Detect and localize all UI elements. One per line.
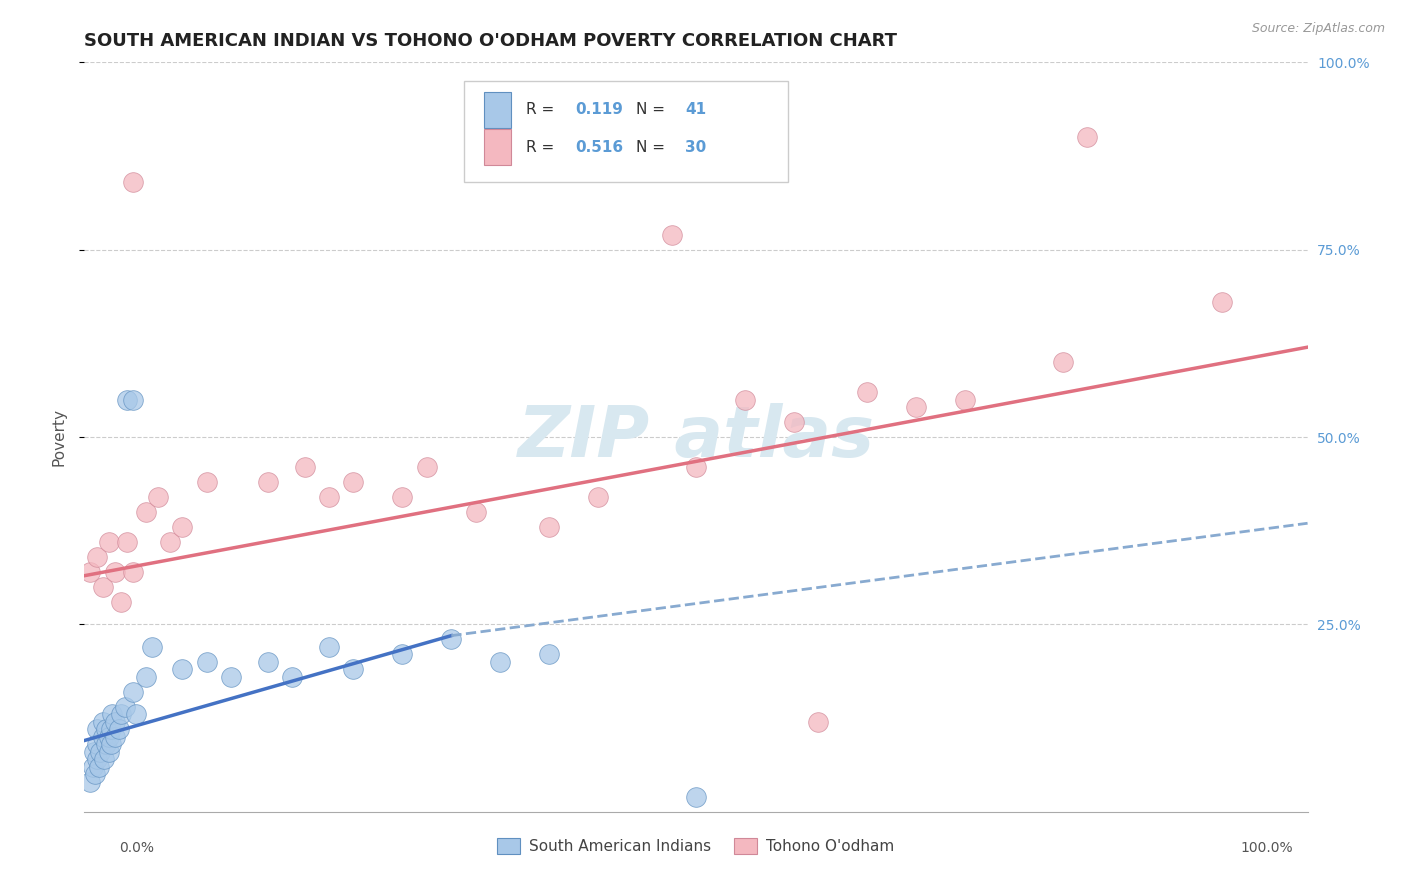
Point — [115, 392, 138, 407]
Point — [115, 535, 138, 549]
Point — [110, 707, 132, 722]
Text: SOUTH AMERICAN INDIAN VS TOHONO O'ODHAM POVERTY CORRELATION CHART: SOUTH AMERICAN INDIAN VS TOHONO O'ODHAM … — [84, 32, 897, 50]
Point — [107, 723, 129, 737]
Point — [79, 565, 101, 579]
Point — [318, 640, 340, 654]
Point — [101, 707, 124, 722]
Point — [110, 595, 132, 609]
Text: 0.0%: 0.0% — [120, 841, 155, 855]
Point — [135, 670, 157, 684]
Point — [97, 745, 120, 759]
Point — [257, 475, 280, 489]
Point — [83, 745, 105, 759]
Point — [86, 723, 108, 737]
Point — [783, 415, 806, 429]
Text: R =: R = — [526, 103, 560, 117]
Point — [734, 392, 756, 407]
Point — [122, 392, 145, 407]
FancyBboxPatch shape — [484, 92, 512, 128]
Point — [114, 699, 136, 714]
Point — [159, 535, 181, 549]
Point — [342, 662, 364, 676]
Point — [87, 760, 110, 774]
Text: 41: 41 — [685, 103, 706, 117]
Point — [489, 655, 512, 669]
Point — [79, 774, 101, 789]
Point — [96, 723, 118, 737]
Point — [172, 520, 194, 534]
Point — [141, 640, 163, 654]
Legend: South American Indians, Tohono O'odham: South American Indians, Tohono O'odham — [491, 832, 901, 860]
Point — [257, 655, 280, 669]
Point — [195, 655, 218, 669]
Point — [86, 752, 108, 766]
Point — [416, 460, 439, 475]
Point — [807, 714, 830, 729]
Point — [86, 549, 108, 564]
Point — [135, 505, 157, 519]
Point — [440, 632, 463, 647]
Point — [86, 737, 108, 751]
Point — [1076, 130, 1098, 145]
Point — [391, 490, 413, 504]
Point — [100, 723, 122, 737]
Point — [1211, 295, 1233, 310]
Point — [96, 737, 118, 751]
Text: N =: N = — [636, 140, 669, 154]
Point — [318, 490, 340, 504]
Point — [294, 460, 316, 475]
Point — [97, 730, 120, 744]
Point — [281, 670, 304, 684]
Point — [91, 580, 114, 594]
Point — [82, 760, 104, 774]
Point — [89, 745, 111, 759]
Point — [91, 730, 114, 744]
Point — [661, 227, 683, 242]
Point — [905, 400, 928, 414]
Text: 30: 30 — [685, 140, 706, 154]
Point — [104, 730, 127, 744]
FancyBboxPatch shape — [484, 129, 512, 165]
Point — [91, 714, 114, 729]
Point — [538, 648, 561, 662]
Point — [122, 565, 145, 579]
Point — [391, 648, 413, 662]
Point — [685, 789, 707, 804]
Point — [104, 565, 127, 579]
Point — [125, 707, 148, 722]
Point — [146, 490, 169, 504]
Point — [685, 460, 707, 475]
Point — [172, 662, 194, 676]
Point — [464, 505, 486, 519]
Point — [538, 520, 561, 534]
Point — [122, 175, 145, 189]
Y-axis label: Poverty: Poverty — [51, 408, 66, 467]
FancyBboxPatch shape — [464, 81, 787, 182]
Point — [97, 535, 120, 549]
Text: Source: ZipAtlas.com: Source: ZipAtlas.com — [1251, 22, 1385, 36]
Text: 0.516: 0.516 — [575, 140, 623, 154]
Text: N =: N = — [636, 103, 669, 117]
Point — [856, 385, 879, 400]
Point — [84, 767, 107, 781]
Text: R =: R = — [526, 140, 560, 154]
Text: 100.0%: 100.0% — [1241, 841, 1294, 855]
Point — [953, 392, 976, 407]
Point — [104, 714, 127, 729]
Point — [1052, 355, 1074, 369]
Point — [100, 737, 122, 751]
Point — [219, 670, 242, 684]
Text: ZIP atlas: ZIP atlas — [517, 402, 875, 472]
Point — [195, 475, 218, 489]
Text: 0.119: 0.119 — [575, 103, 623, 117]
Point — [342, 475, 364, 489]
Point — [93, 752, 115, 766]
Point — [122, 685, 145, 699]
Point — [586, 490, 609, 504]
